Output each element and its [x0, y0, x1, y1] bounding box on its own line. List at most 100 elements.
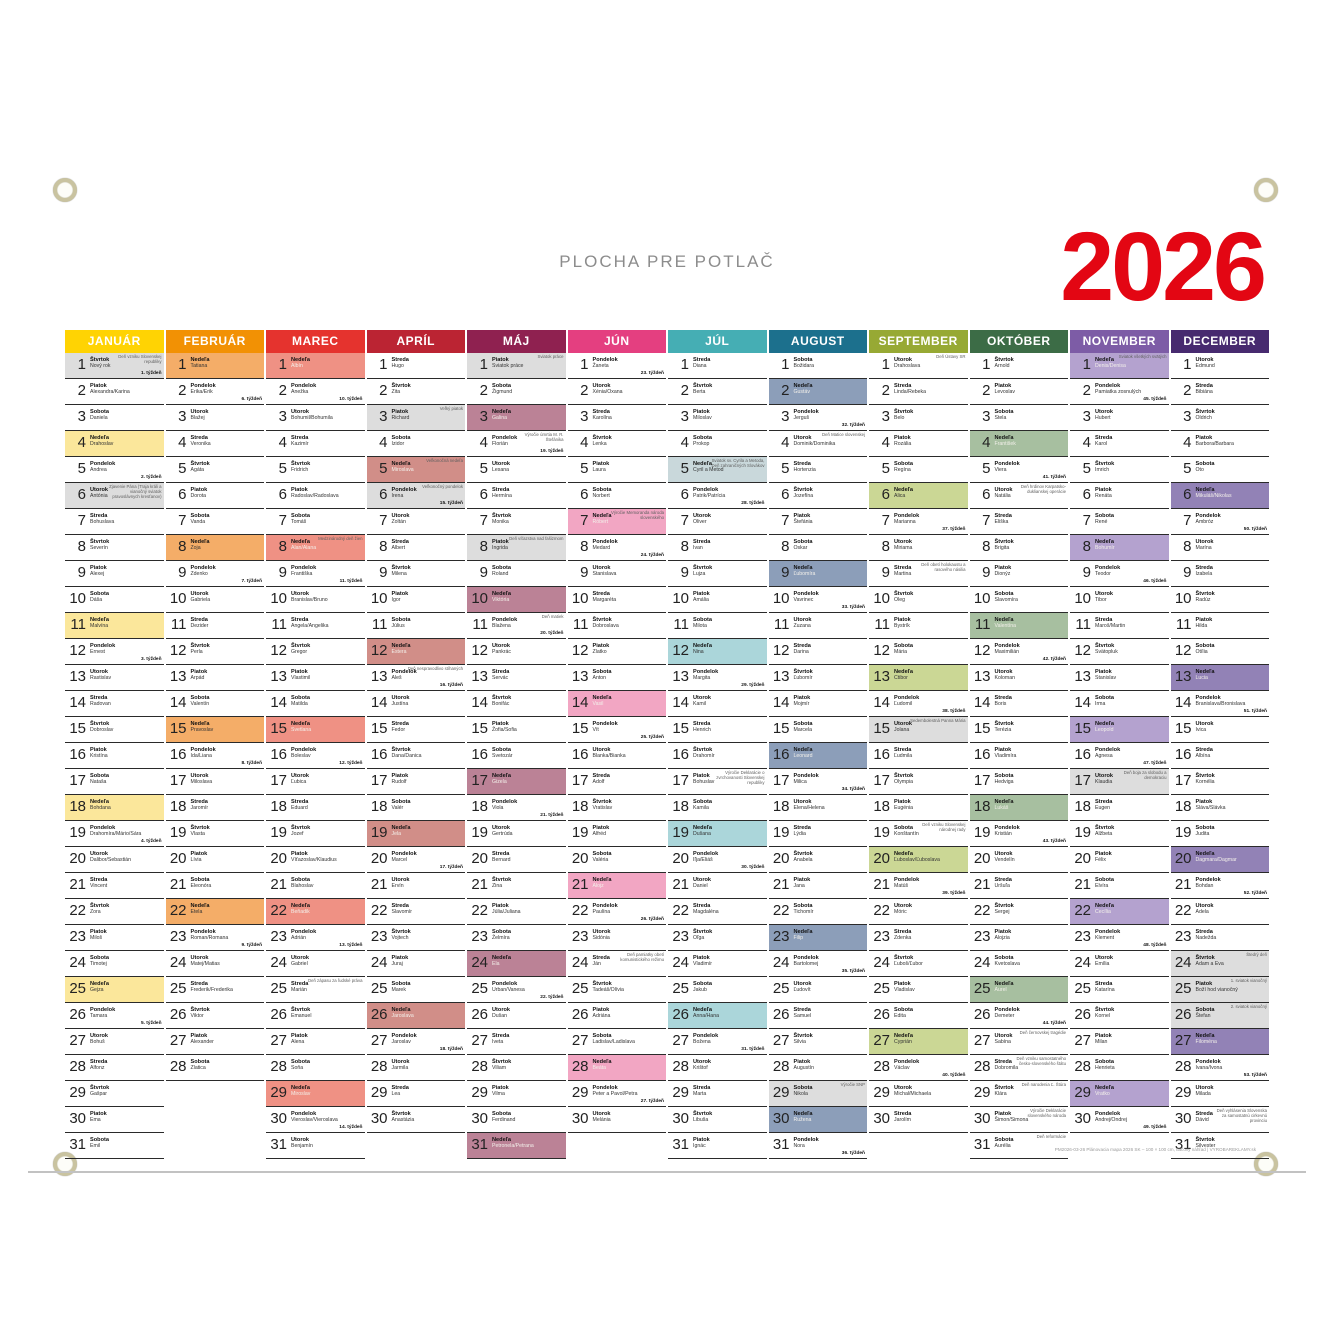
- day-cell: 1 Utorok Drahoslava Deň Ústavy SR: [869, 353, 968, 379]
- day-cell: 8 Streda Ivan: [668, 535, 767, 561]
- day-text: Pondelok Viera: [995, 461, 1020, 473]
- nameday-label: Pravoslav: [190, 727, 214, 734]
- weekday-label: Nedeľa: [693, 643, 712, 649]
- day-cell: 14 Sobota Irma: [1070, 691, 1169, 717]
- day-cell: [869, 1133, 968, 1159]
- day-number: 14: [873, 694, 890, 711]
- weekday-label: Piatok: [291, 487, 308, 493]
- nameday-label: Adam a Eva: [1195, 961, 1224, 968]
- weekday-label: Streda: [793, 1007, 811, 1013]
- day-number: 31: [270, 1136, 287, 1153]
- weekday-label: Sobota: [190, 1059, 210, 1065]
- day-number: 24: [471, 954, 488, 971]
- day-text: Streda Marta: [693, 1085, 710, 1097]
- day-text: Streda Samuel: [794, 1007, 812, 1019]
- day-cell: 20 Utorok Vendelín: [969, 847, 1068, 873]
- day-number: 8: [580, 538, 589, 555]
- day-text: Piatok Levoslav: [995, 383, 1015, 395]
- day-number: 23: [370, 928, 388, 945]
- day-number: 10: [571, 590, 589, 607]
- day-text: Utorok Blažej: [191, 409, 209, 421]
- weekday-label: Piatok: [190, 1033, 208, 1039]
- weekday-label: Pondelok: [90, 643, 116, 649]
- day-number: 24: [973, 954, 991, 971]
- day-number: 30: [69, 1110, 86, 1127]
- weekday-label: Piatok: [894, 981, 911, 987]
- nameday-label: Žigmund: [492, 389, 513, 396]
- nameday-label: Božidara: [793, 363, 814, 370]
- day-cell: 3 Utorok Hubert: [1070, 405, 1169, 431]
- nameday-label: Jolana: [894, 727, 910, 734]
- day-text: Piatok Bohuslav: [693, 773, 714, 785]
- nameday-label: Bibiána: [1195, 389, 1213, 396]
- day-number: 27: [1074, 1032, 1091, 1049]
- day-number: 25: [973, 980, 991, 997]
- day-number: 11: [673, 616, 689, 633]
- day-cell: 3 Piatok Miloslav: [668, 405, 767, 431]
- day-text: Pondelok Florián: [492, 435, 517, 447]
- day-cell: 25 Pondelok Urban/Vanesa 22. týždeň: [467, 977, 566, 1003]
- day-text: Pondelok Medard: [593, 539, 618, 551]
- day-cell: 24 Nedeľa Ela: [467, 951, 566, 977]
- nameday-label: Agáta: [190, 467, 205, 474]
- week-number-label: 3. týždeň: [140, 657, 162, 662]
- nameday-label: Oľga: [693, 935, 705, 942]
- week-number-label: 40. týždeň: [942, 1073, 966, 1078]
- nameday-label: Radúz: [1195, 597, 1211, 604]
- nameday-label: Igor: [391, 597, 401, 604]
- weekday-label: Utorok: [492, 461, 511, 467]
- day-text: Streda Boris: [995, 695, 1012, 707]
- day-text: Streda Albína: [1196, 747, 1213, 759]
- day-text: Utorok Sidónia: [593, 929, 611, 941]
- day-number: 23: [973, 928, 991, 945]
- day-text: Sobota Matilda: [291, 695, 310, 707]
- day-text: Pondelok Irena: [392, 487, 417, 499]
- week-number-label: 12. týždeň: [339, 761, 363, 766]
- day-number: 21: [471, 876, 488, 893]
- weekday-label: Nedeľa: [1195, 487, 1215, 493]
- day-text: Utorok Stanislava: [593, 565, 617, 577]
- day-text: Nedeľa Ružena: [794, 1111, 813, 1123]
- nameday-label: Libuša: [693, 1117, 709, 1124]
- day-number: 21: [873, 876, 890, 893]
- day-number: 4: [479, 434, 488, 451]
- weekday-label: Sobota: [492, 383, 511, 389]
- nameday-label: Diana: [693, 363, 707, 370]
- day-text: Pondelok Iľja/Eliáš: [693, 851, 718, 863]
- day-number: 4: [1183, 434, 1192, 451]
- day-cell: 29 Utorok Milada: [1170, 1081, 1269, 1107]
- day-number: 9: [781, 564, 790, 581]
- nameday-label: Dobroslava: [592, 623, 619, 630]
- day-number: 18: [471, 798, 488, 815]
- day-number: 5: [1183, 460, 1192, 477]
- day-number: 10: [873, 590, 890, 607]
- nameday-label: Vladislav: [894, 987, 915, 994]
- day-text: Utorok Ervín: [392, 877, 410, 889]
- holiday-note: Deň vzniku Slovenskej národnej rady: [922, 822, 966, 832]
- day-cell: 5 Utorok Lesana: [467, 457, 566, 483]
- nameday-label: Iveta: [492, 1039, 504, 1046]
- day-cell: 7 Sobota Vanda: [165, 509, 264, 535]
- weekday-label: Pondelok: [1195, 513, 1221, 519]
- day-number: 15: [1074, 720, 1091, 737]
- day-text: Nedeľa Svetlana: [291, 721, 311, 733]
- weekday-label: Utorok: [492, 825, 511, 831]
- day-text: Štvrtok Adam a Eva: [1196, 955, 1224, 967]
- day-cell: 30 Piatok Ema: [65, 1107, 164, 1133]
- day-cell: 8 Štvrtok Brigita: [969, 535, 1068, 561]
- day-cell: 17 Sobota Hedviga: [969, 769, 1068, 795]
- nameday-label: Lesana: [492, 467, 510, 474]
- day-cell: 27 Utorok Bohuš: [65, 1029, 164, 1055]
- day-number: 14: [571, 694, 589, 711]
- nameday-label: Cyprián: [894, 1039, 912, 1046]
- nameday-label: Blanka/Bianka: [592, 753, 626, 760]
- weekday-label: Piatok: [391, 409, 409, 415]
- day-cell: 27 Pondelok Božena 31. týždeň: [668, 1029, 767, 1055]
- weekday-label: Streda: [391, 721, 409, 727]
- day-cell: 11 Streda Angela/Angelika: [266, 613, 365, 639]
- day-cell: 23 Utorok Sidónia: [567, 925, 666, 951]
- day-cell: 19 Sobota Judita: [1170, 821, 1269, 847]
- day-cell: 6 Utorok Antónia Zjavenie Pána (Traja králi…: [65, 483, 164, 509]
- weekday-label: Štvrtok: [190, 461, 210, 467]
- month-column-4: APRÍL 1 Streda Hugo 2 Štvrtok Zita 3 Piatok Richa…: [366, 330, 465, 1159]
